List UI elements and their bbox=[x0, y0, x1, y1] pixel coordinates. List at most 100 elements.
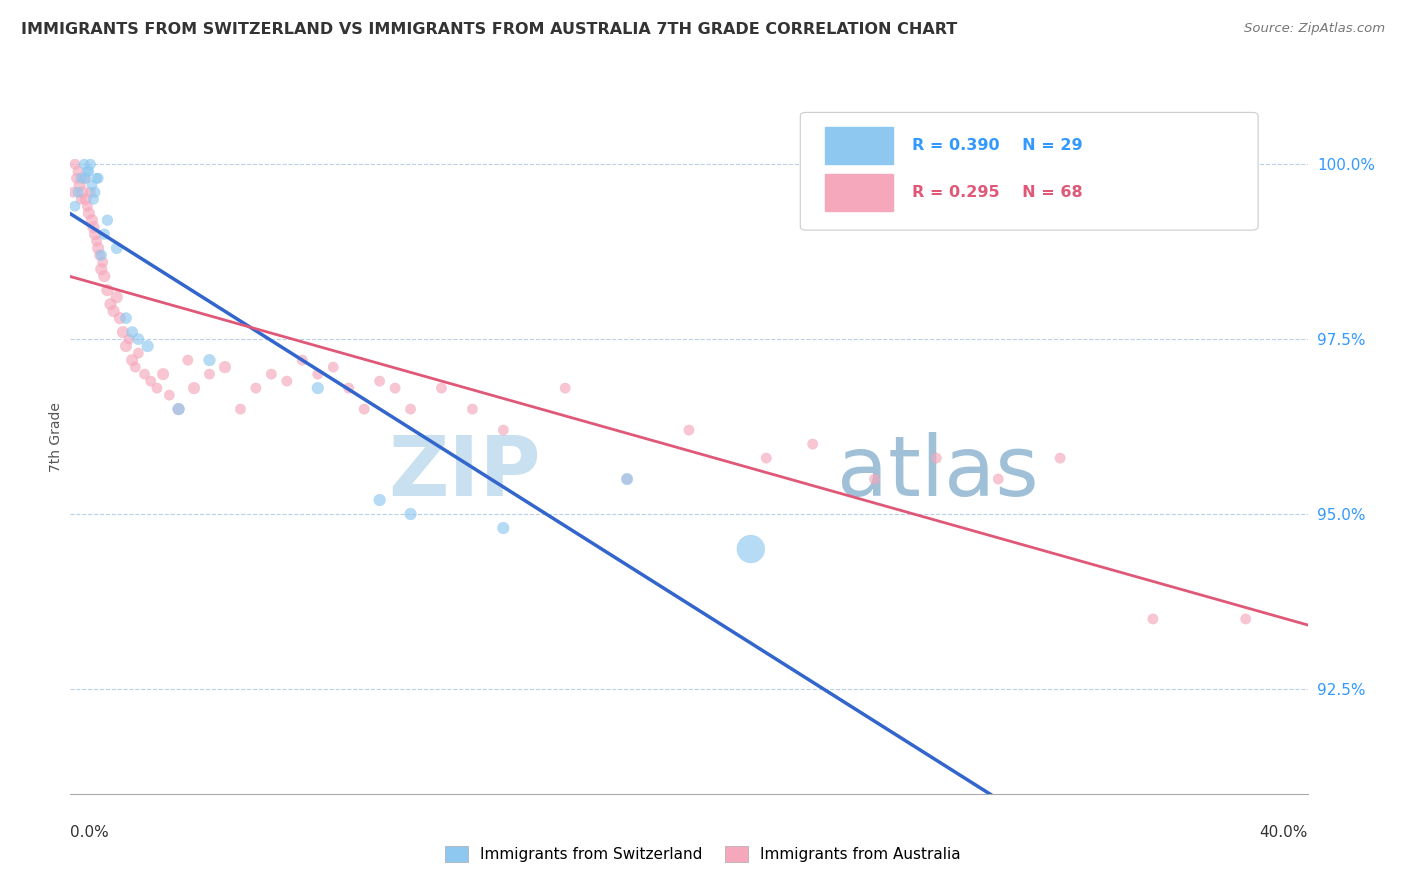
Point bbox=[127, 332, 149, 346]
Point bbox=[198, 367, 221, 381]
Point bbox=[177, 353, 200, 368]
Point bbox=[134, 367, 156, 381]
Text: 0.0%: 0.0% bbox=[70, 825, 110, 840]
Point bbox=[89, 248, 111, 262]
Point bbox=[76, 199, 98, 213]
Point bbox=[86, 171, 108, 186]
Point bbox=[67, 164, 90, 178]
Text: ZIP: ZIP bbox=[388, 433, 540, 513]
Point bbox=[291, 353, 314, 368]
Point bbox=[93, 227, 115, 242]
Point bbox=[1049, 451, 1071, 466]
Point bbox=[77, 164, 100, 178]
Point bbox=[115, 339, 138, 353]
Text: IMMIGRANTS FROM SWITZERLAND VS IMMIGRANTS FROM AUSTRALIA 7TH GRADE CORRELATION C: IMMIGRANTS FROM SWITZERLAND VS IMMIGRANT… bbox=[21, 22, 957, 37]
Point bbox=[461, 402, 484, 417]
Point bbox=[108, 311, 131, 326]
Point bbox=[214, 360, 236, 375]
Point bbox=[399, 507, 422, 521]
Point bbox=[616, 472, 638, 486]
Point bbox=[430, 381, 453, 395]
Point bbox=[198, 353, 221, 368]
Point bbox=[76, 164, 98, 178]
Point bbox=[115, 311, 138, 326]
Point bbox=[62, 185, 84, 199]
Point bbox=[70, 192, 93, 206]
Point bbox=[80, 213, 103, 227]
Point bbox=[157, 388, 180, 402]
Point bbox=[384, 381, 406, 395]
Point bbox=[70, 171, 93, 186]
Point bbox=[103, 304, 125, 318]
Bar bbox=[825, 127, 893, 164]
Point bbox=[65, 171, 87, 186]
Point bbox=[368, 493, 391, 508]
Point bbox=[118, 332, 141, 346]
Point bbox=[90, 248, 112, 262]
Point bbox=[67, 185, 90, 199]
Point bbox=[399, 402, 422, 417]
Point bbox=[63, 199, 86, 213]
Point bbox=[307, 381, 329, 395]
Point bbox=[925, 451, 948, 466]
Point bbox=[337, 381, 360, 395]
Point bbox=[121, 353, 143, 368]
Point bbox=[260, 367, 283, 381]
Point bbox=[136, 339, 159, 353]
Point bbox=[75, 192, 97, 206]
Point bbox=[63, 157, 86, 171]
Point bbox=[678, 423, 700, 437]
Point bbox=[93, 269, 115, 284]
Point bbox=[276, 374, 298, 388]
Point bbox=[127, 346, 149, 360]
Point bbox=[1142, 612, 1164, 626]
Point bbox=[75, 171, 97, 186]
Point bbox=[91, 255, 114, 269]
Point bbox=[87, 171, 110, 186]
Point bbox=[139, 374, 162, 388]
Legend: Immigrants from Switzerland, Immigrants from Australia: Immigrants from Switzerland, Immigrants … bbox=[439, 840, 967, 868]
Point bbox=[368, 374, 391, 388]
Point bbox=[82, 220, 105, 235]
Point bbox=[801, 437, 824, 451]
Point bbox=[90, 262, 112, 277]
Point bbox=[73, 171, 96, 186]
Point bbox=[863, 472, 886, 486]
Point bbox=[79, 157, 101, 171]
Point bbox=[322, 360, 344, 375]
Text: Source: ZipAtlas.com: Source: ZipAtlas.com bbox=[1244, 22, 1385, 36]
Point bbox=[111, 325, 134, 339]
Point bbox=[87, 241, 110, 255]
Text: 40.0%: 40.0% bbox=[1260, 825, 1308, 840]
Point bbox=[152, 367, 174, 381]
Point bbox=[84, 227, 107, 242]
Point bbox=[121, 325, 143, 339]
Point bbox=[616, 472, 638, 486]
Point bbox=[96, 213, 118, 227]
Point bbox=[167, 402, 190, 417]
Point bbox=[307, 367, 329, 381]
Point bbox=[245, 381, 267, 395]
Point bbox=[82, 192, 105, 206]
Point bbox=[740, 541, 762, 556]
FancyBboxPatch shape bbox=[800, 112, 1258, 230]
Point bbox=[353, 402, 375, 417]
Point bbox=[1234, 612, 1257, 626]
Point bbox=[96, 283, 118, 297]
Bar bbox=[825, 174, 893, 211]
Text: R = 0.295    N = 68: R = 0.295 N = 68 bbox=[911, 185, 1083, 200]
Text: R = 0.390    N = 29: R = 0.390 N = 29 bbox=[911, 137, 1083, 153]
Point bbox=[124, 360, 146, 375]
Point bbox=[84, 185, 107, 199]
Point bbox=[755, 451, 778, 466]
Point bbox=[167, 402, 190, 417]
Point bbox=[146, 381, 169, 395]
Point bbox=[492, 423, 515, 437]
Y-axis label: 7th Grade: 7th Grade bbox=[49, 402, 63, 472]
Point bbox=[69, 178, 91, 193]
Point bbox=[492, 521, 515, 535]
Point bbox=[105, 241, 128, 255]
Point bbox=[86, 234, 108, 248]
Point bbox=[79, 185, 101, 199]
Text: atlas: atlas bbox=[838, 433, 1039, 513]
